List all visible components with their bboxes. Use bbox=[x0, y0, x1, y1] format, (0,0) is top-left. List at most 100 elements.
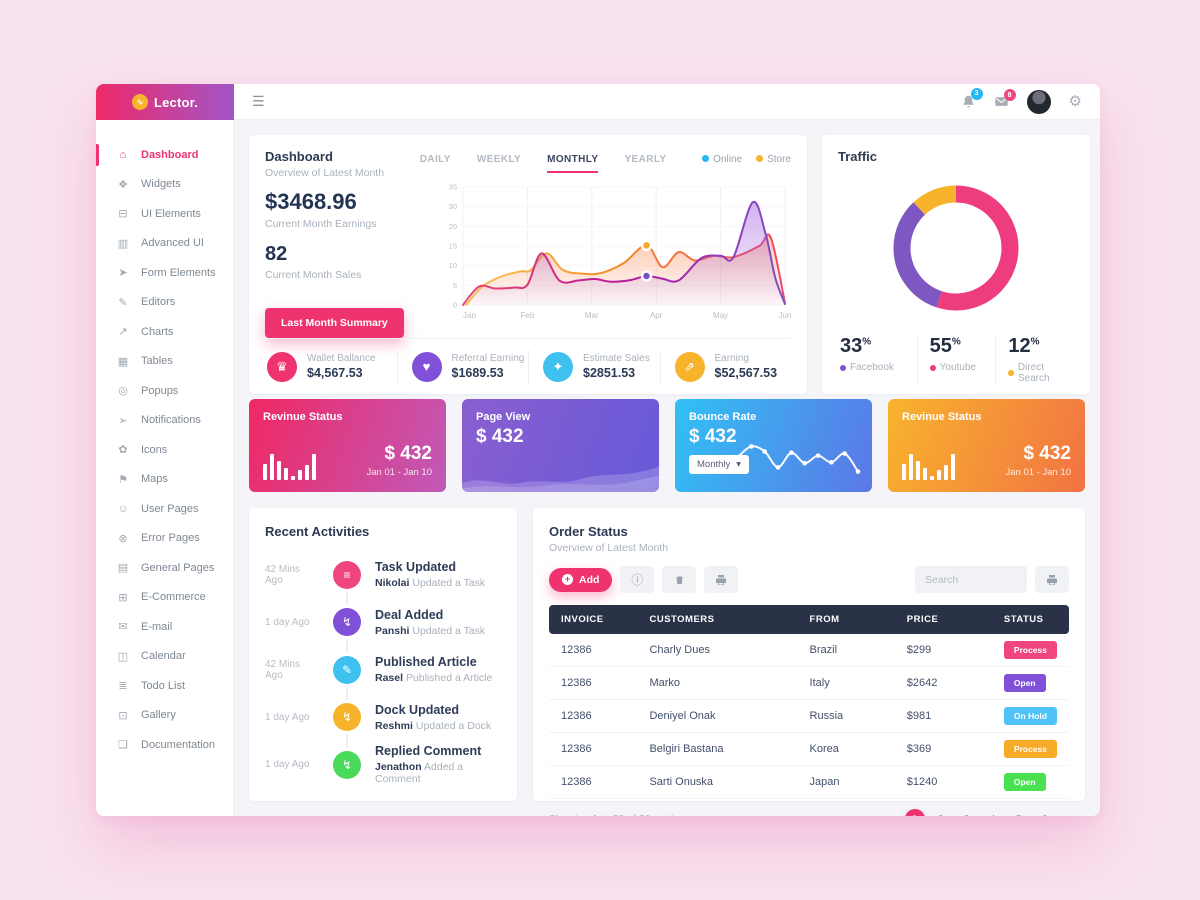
sidebar-item-maps[interactable]: ⚑ Maps bbox=[96, 465, 233, 495]
printer-icon bbox=[716, 574, 727, 585]
sidebar-item-form-elements[interactable]: ➤ Form Elements bbox=[96, 258, 233, 288]
sidebar-item-ui-elements[interactable]: ⊟ UI Elements bbox=[96, 199, 233, 229]
heart-icon: ♥ bbox=[411, 351, 442, 382]
activity-time: 42 Mins Ago bbox=[265, 658, 301, 681]
status-badge[interactable]: On Hold bbox=[1003, 707, 1057, 725]
sidebar-item-dashboard[interactable]: ⌂ Dashboard bbox=[96, 140, 233, 170]
sidebar-item-gallery[interactable]: ⊡ Gallery bbox=[96, 701, 233, 731]
activity-time: 1 day Ago bbox=[265, 711, 310, 723]
mail-icon: ✉ bbox=[118, 621, 128, 634]
topbar-actions: 3 8 ⚙ bbox=[961, 87, 1082, 114]
gear-icon[interactable]: ⚙ bbox=[1068, 93, 1082, 110]
crown-icon: ♛ bbox=[267, 351, 297, 382]
sidebar-item-user-pages[interactable]: ☺ User Pages bbox=[96, 494, 233, 524]
summary-card-bounce-rate-3[interactable]: Bounce Rate $ 432 Monthly ▾ bbox=[675, 399, 872, 492]
tab-monthly[interactable]: MONTHLY bbox=[547, 154, 599, 173]
sidebar-item-charts[interactable]: ↗ Charts bbox=[96, 317, 233, 347]
sidebar-item-widgets[interactable]: ❖ Widgets bbox=[96, 170, 233, 200]
status-badge[interactable]: Process bbox=[1003, 740, 1057, 758]
sidebar-item-notifications[interactable]: ➢ Notifications bbox=[96, 406, 233, 436]
print-button[interactable] bbox=[704, 566, 739, 593]
column-header-from[interactable]: FROM bbox=[797, 605, 895, 634]
logo[interactable]: ∿ Lector. bbox=[96, 84, 234, 120]
column-header-status[interactable]: STATUS bbox=[991, 605, 1069, 634]
map-pin-icon: ⚑ bbox=[118, 473, 128, 486]
column-header-price[interactable]: PRICE bbox=[894, 605, 992, 634]
mini-stat-text: Wallet Ballance $4,567.53 bbox=[307, 353, 376, 380]
page-icon: ▤ bbox=[117, 562, 129, 575]
sidebar-item-todo-list[interactable]: ≣ Todo List bbox=[96, 671, 233, 701]
tab-weekly[interactable]: WEEKLY bbox=[476, 154, 522, 165]
sales-value: 82 bbox=[265, 243, 288, 265]
calendar-icon: ◫ bbox=[117, 650, 129, 663]
period-select[interactable]: Monthly ▾ bbox=[689, 455, 750, 474]
page-button-1[interactable]: 1 bbox=[904, 809, 925, 816]
add-button[interactable]: + Add bbox=[549, 567, 613, 592]
sidebar-item-label: E-Commerce bbox=[141, 591, 206, 604]
percent-sign: % bbox=[862, 336, 872, 348]
pencil-icon: ✎ bbox=[333, 655, 361, 684]
sidebar-item-label: Notifications bbox=[141, 414, 201, 427]
svg-text:0: 0 bbox=[453, 301, 457, 310]
sidebar-item-error-pages[interactable]: ⊗ Error Pages bbox=[96, 524, 233, 554]
chart-icon: ↗ bbox=[118, 326, 128, 339]
activity-user: Jenathon bbox=[375, 761, 422, 774]
next-page-button[interactable]: › bbox=[1061, 812, 1069, 817]
notifications-button[interactable]: 3 bbox=[961, 87, 983, 110]
info-button[interactable]: ⓘ bbox=[620, 566, 655, 593]
sidebar-item-icons[interactable]: ✿ Icons bbox=[96, 435, 233, 465]
mini-stat-earning: ⇗ Earning $52,567.53 bbox=[659, 349, 792, 384]
menu-icon[interactable]: ☰ bbox=[252, 93, 265, 109]
messages-button[interactable]: 8 bbox=[994, 89, 1016, 108]
sidebar-item-general-pages[interactable]: ▤ General Pages bbox=[96, 553, 233, 583]
column-header-invoice[interactable]: INVOICE bbox=[549, 605, 638, 634]
table-row: 12386 Sarti Onuska Japan $1240 Open bbox=[549, 766, 1069, 799]
tab-yearly[interactable]: YEARLY bbox=[624, 154, 667, 165]
sidebar-item-editors[interactable]: ✎ Editors bbox=[96, 288, 233, 318]
magic-wand-icon: ✦ bbox=[543, 351, 573, 382]
cell-status: Process bbox=[991, 634, 1069, 667]
mini-stat-value: $4,567.53 bbox=[307, 366, 363, 380]
widgets-icon: ❖ bbox=[118, 178, 128, 191]
sidebar-item-label: Form Elements bbox=[141, 266, 216, 279]
edit-icon: ✎ bbox=[118, 296, 128, 309]
search-input[interactable] bbox=[915, 566, 1027, 593]
period-tabs: DAILY WEEKLY MONTHLY YEARLY bbox=[420, 149, 667, 173]
search-icon: ◎ bbox=[118, 385, 128, 398]
sidebar-item-popups[interactable]: ◎ Popups bbox=[96, 376, 233, 406]
summary-card-page-view-2[interactable]: Page View $ 432 bbox=[462, 399, 659, 492]
sidebar-item-tables[interactable]: ▦ Tables bbox=[96, 347, 233, 377]
summary-card-revinue-status-1[interactable]: Revinue Status $ 432 Jan 01 - Jan 10 bbox=[249, 399, 446, 492]
mini-stat-label: Referral Earning bbox=[451, 353, 525, 364]
sidebar-item-calendar[interactable]: ◫ Calendar bbox=[96, 642, 233, 672]
traffic-stat-name: Direct Search bbox=[1017, 362, 1050, 384]
page-button-5[interactable]: 5 bbox=[1009, 809, 1029, 817]
status-badge[interactable]: Open bbox=[1003, 674, 1046, 692]
user-avatar[interactable] bbox=[1026, 89, 1051, 114]
status-badge[interactable]: Open bbox=[1003, 773, 1046, 791]
print-button[interactable] bbox=[1035, 566, 1069, 593]
tab-daily[interactable]: DAILY bbox=[419, 154, 451, 165]
activity-action: Updated a Dock bbox=[415, 719, 492, 732]
page-button-6[interactable]: 6 bbox=[1035, 809, 1055, 817]
legend-label: Store bbox=[767, 154, 791, 165]
sidebar-item-label: Todo List bbox=[141, 679, 186, 692]
status-badge[interactable]: Process bbox=[1003, 641, 1057, 659]
mini-stat-wallet-ballance: ♛ Wallet Ballance $4,567.53 bbox=[265, 350, 397, 384]
sidebar-item-advanced-ui[interactable]: ▥ Advanced UI bbox=[96, 229, 233, 259]
page-button-4[interactable]: 4 bbox=[983, 809, 1003, 817]
page-button-2[interactable]: 2 bbox=[931, 809, 951, 817]
mini-stat-text: Estimate Sales $2851.53 bbox=[583, 353, 650, 380]
sidebar-item-e-mail[interactable]: ✉ E-mail bbox=[96, 612, 233, 642]
sidebar-item-e-commerce[interactable]: ⊞ E-Commerce bbox=[96, 583, 233, 613]
trash-button[interactable] bbox=[662, 566, 697, 593]
sidebar-item-label: Documentation bbox=[141, 738, 215, 751]
last-month-summary-button[interactable]: Last Month Summary bbox=[265, 308, 404, 338]
previous-page-button[interactable]: ‹ bbox=[890, 812, 898, 817]
summary-card-revinue-status-4[interactable]: Revinue Status $ 432 Jan 01 - Jan 10 bbox=[888, 399, 1085, 492]
sidebar-item-documentation[interactable]: ❏ Documentation bbox=[96, 730, 233, 760]
mini-stat-label: Estimate Sales bbox=[583, 353, 650, 364]
page-button-3[interactable]: 3 bbox=[957, 809, 977, 817]
column-header-customers[interactable]: CUSTOMERS bbox=[637, 605, 798, 634]
table-search-tools bbox=[915, 566, 1069, 593]
